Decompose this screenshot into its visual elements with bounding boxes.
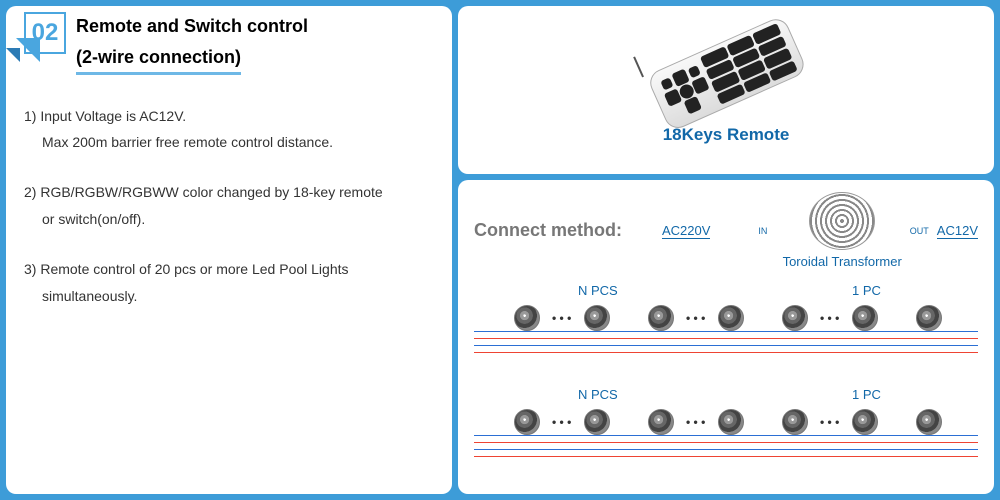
- onepc-label-1: 1 PC: [852, 283, 881, 298]
- npcs-label-2: N PCS: [578, 387, 618, 402]
- led-icon: [916, 305, 942, 331]
- connect-method-label: Connect method:: [474, 220, 622, 241]
- dots-icon: • • •: [552, 415, 571, 429]
- pt2-sub: or switch(on/off).: [24, 208, 434, 230]
- dots-icon: • • •: [686, 311, 705, 325]
- remote-body: [646, 15, 808, 133]
- pt1-sub: Max 200m barrier free remote control dis…: [24, 131, 434, 153]
- title-line1: Remote and Switch control: [76, 12, 308, 41]
- point-3: 3) Remote control of 20 pcs or more Led …: [24, 258, 434, 307]
- led-icon: [584, 305, 610, 331]
- remote-card: 18Keys Remote: [458, 6, 994, 174]
- led-icon: [514, 305, 540, 331]
- out-label: OUT: [910, 226, 929, 236]
- pt1-text: 1) Input Voltage is AC12V.: [24, 105, 434, 127]
- dots-icon: • • •: [820, 311, 839, 325]
- title-block: Remote and Switch control (2-wire connec…: [76, 12, 308, 75]
- pt2-text: 2) RGB/RGBW/RGBWW color changed by 18-ke…: [24, 181, 434, 203]
- point-1: 1) Input Voltage is AC12V. Max 200m barr…: [24, 105, 434, 154]
- transformer-label: Toroidal Transformer: [783, 254, 902, 269]
- led-icon: [782, 305, 808, 331]
- ac220-label: AC220V: [662, 223, 710, 239]
- antenna-icon: [633, 56, 644, 77]
- title-line2: (2-wire connection): [76, 43, 241, 75]
- wiring-diagram: N PCS 1 PC • • • • • • • • • N PC: [474, 275, 978, 484]
- diagram-header-row: Connect method: AC220V IN Toroidal Trans…: [474, 192, 978, 269]
- remote-wrap: 18Keys Remote: [458, 6, 994, 174]
- remote-illustration: [637, 6, 815, 142]
- onepc-label-2: 1 PC: [852, 387, 881, 402]
- dots-icon: • • •: [686, 415, 705, 429]
- wire-row-2: N PCS 1 PC • • • • • • • • •: [474, 387, 978, 467]
- in-label: IN: [758, 226, 767, 236]
- diagram-card: Connect method: AC220V IN Toroidal Trans…: [458, 180, 994, 494]
- dots-icon: • • •: [820, 415, 839, 429]
- right-column: 18Keys Remote Connect method: AC220V IN …: [458, 6, 994, 494]
- transformer: Toroidal Transformer: [783, 192, 902, 269]
- led-icon: [718, 305, 744, 331]
- header: 02 Remote and Switch control (2-wire con…: [6, 6, 452, 75]
- left-panel: 02 Remote and Switch control (2-wire con…: [6, 6, 452, 494]
- npcs-label-1: N PCS: [578, 283, 618, 298]
- led-icon: [718, 409, 744, 435]
- point-2: 2) RGB/RGBW/RGBWW color changed by 18-ke…: [24, 181, 434, 230]
- led-icon: [648, 305, 674, 331]
- dots-icon: • • •: [552, 311, 571, 325]
- body-text: 1) Input Voltage is AC12V. Max 200m barr…: [6, 75, 452, 335]
- led-icon: [852, 409, 878, 435]
- led-icon: [514, 409, 540, 435]
- led-icon: [584, 409, 610, 435]
- coil-icon: [809, 192, 875, 250]
- pt3-text: 3) Remote control of 20 pcs or more Led …: [24, 258, 434, 280]
- led-icon: [782, 409, 808, 435]
- ac12-label: AC12V: [937, 223, 978, 239]
- diagram: Connect method: AC220V IN Toroidal Trans…: [458, 180, 994, 494]
- wire-row-1: N PCS 1 PC • • • • • • • • •: [474, 283, 978, 363]
- led-icon: [648, 409, 674, 435]
- led-icon: [852, 305, 878, 331]
- pt3-sub: simultaneously.: [24, 285, 434, 307]
- step-badge: 02: [24, 12, 66, 54]
- keypad-icon: [700, 23, 798, 105]
- led-icon: [916, 409, 942, 435]
